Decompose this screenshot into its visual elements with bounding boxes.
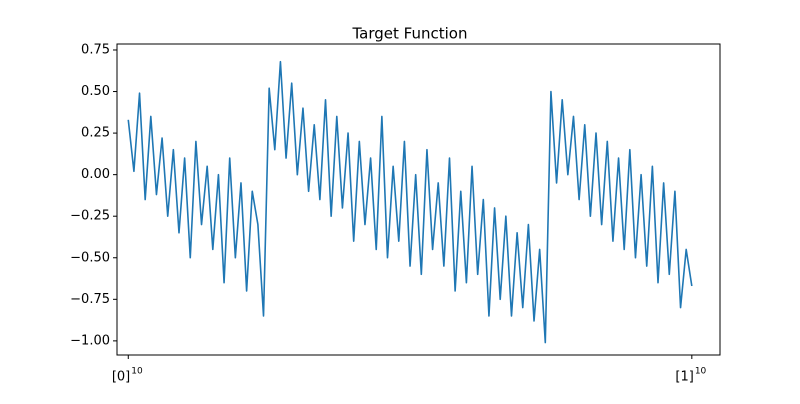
y-tick-label: 0.00 [81,167,110,182]
x-tick-label: [1] [675,370,693,385]
y-tick-label: −1.00 [70,333,110,348]
plot-frame [116,43,721,356]
x-tick-exponent: 10 [695,367,707,377]
y-tick-label: 0.25 [81,126,110,141]
x-tick-label: [0] [112,370,130,385]
y-tick-label: −0.50 [70,250,110,265]
x-tick-exponent: 10 [131,367,143,377]
chart-title: Target Function [352,25,468,43]
y-tick-label: 0.50 [81,84,110,99]
y-tick-label: −0.75 [70,292,110,307]
data-line [127,60,693,344]
y-tick-label: −0.25 [70,209,110,224]
y-tick-label: 0.75 [81,42,110,57]
